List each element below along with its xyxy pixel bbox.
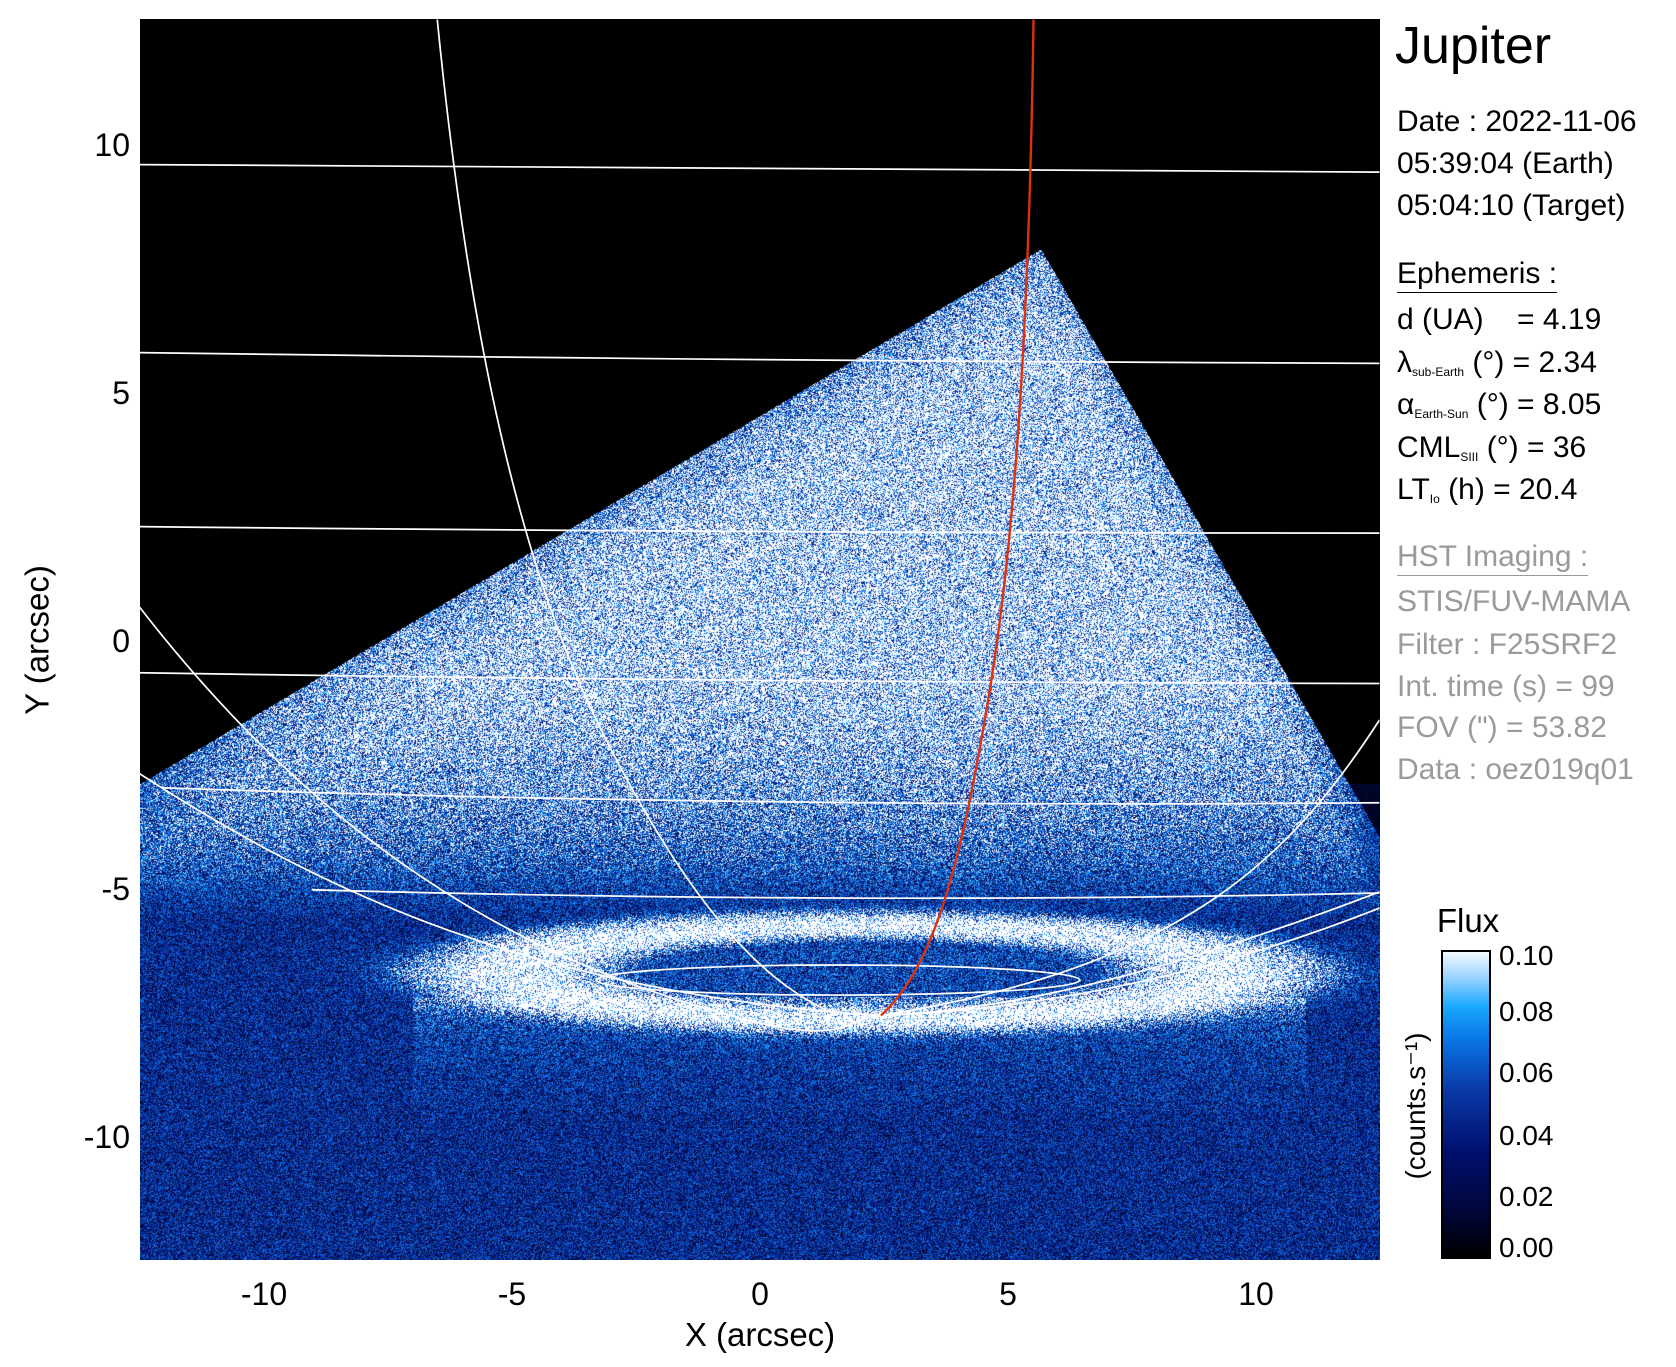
hst-fov: FOV (") = 53.82 bbox=[1397, 711, 1607, 744]
time-target-text: 05:04:10 (Target) bbox=[1397, 189, 1626, 222]
colorbar-tick-label: 0.00 bbox=[1499, 1232, 1554, 1263]
x-tick-label: 0 bbox=[751, 1276, 769, 1312]
ephemeris-io-lt: LTIo (h) = 20.4 bbox=[1397, 473, 1578, 507]
y-tick-label: -10 bbox=[83, 1119, 130, 1155]
hst-instrument: STIS/FUV-MAMA bbox=[1397, 585, 1631, 618]
x-tick-label: -5 bbox=[497, 1276, 527, 1312]
x-tick-label: -10 bbox=[240, 1276, 288, 1312]
y-tick-label: -5 bbox=[101, 871, 130, 907]
y-tick-label: 10 bbox=[94, 127, 130, 163]
colorbar bbox=[1441, 950, 1491, 1259]
colorbar-tick-label: 0.08 bbox=[1499, 996, 1554, 1027]
y-axis-label: Y (arcsec) bbox=[18, 565, 56, 715]
auroral-image bbox=[140, 19, 1380, 1260]
colorbar-tick-label: 0.04 bbox=[1499, 1120, 1554, 1151]
ephemeris-header: Ephemeris : bbox=[1397, 258, 1558, 293]
x-tick-label: 5 bbox=[999, 1276, 1017, 1312]
colorbar-unit-label: (counts.s⁻¹) bbox=[1400, 1032, 1431, 1180]
ephemeris-sub-earth-lat: λsub-Earth (°) = 2.34 bbox=[1397, 346, 1597, 380]
date-text: Date : 2022-11-06 bbox=[1397, 105, 1637, 138]
y-tick-label: 0 bbox=[112, 623, 130, 659]
hst-data-id: Data : oez019q01 bbox=[1397, 753, 1634, 786]
ephemeris-cml: CMLSIII (°) = 36 bbox=[1397, 431, 1587, 465]
colorbar-title: Flux bbox=[1436, 902, 1500, 939]
hst-header: HST Imaging : bbox=[1397, 541, 1589, 576]
hst-filter: Filter : F25SRF2 bbox=[1397, 628, 1618, 661]
ephemeris-phase-angle: αEarth-Sun (°) = 8.05 bbox=[1397, 388, 1602, 422]
ephemeris-distance: d (UA) = 4.19 bbox=[1397, 303, 1602, 336]
colorbar-tick-label: 0.10 bbox=[1499, 940, 1554, 971]
colorbar-tick-label: 0.02 bbox=[1499, 1181, 1554, 1212]
x-axis-label: X (arcsec) bbox=[684, 1316, 836, 1353]
hst-int-time: Int. time (s) = 99 bbox=[1397, 670, 1615, 703]
time-earth-text: 05:39:04 (Earth) bbox=[1397, 147, 1614, 180]
colorbar-tick-label: 0.06 bbox=[1499, 1057, 1554, 1088]
planet-title: Jupiter bbox=[1395, 17, 1552, 75]
y-tick-label: 5 bbox=[112, 375, 130, 411]
x-tick-label: 10 bbox=[1238, 1276, 1274, 1312]
